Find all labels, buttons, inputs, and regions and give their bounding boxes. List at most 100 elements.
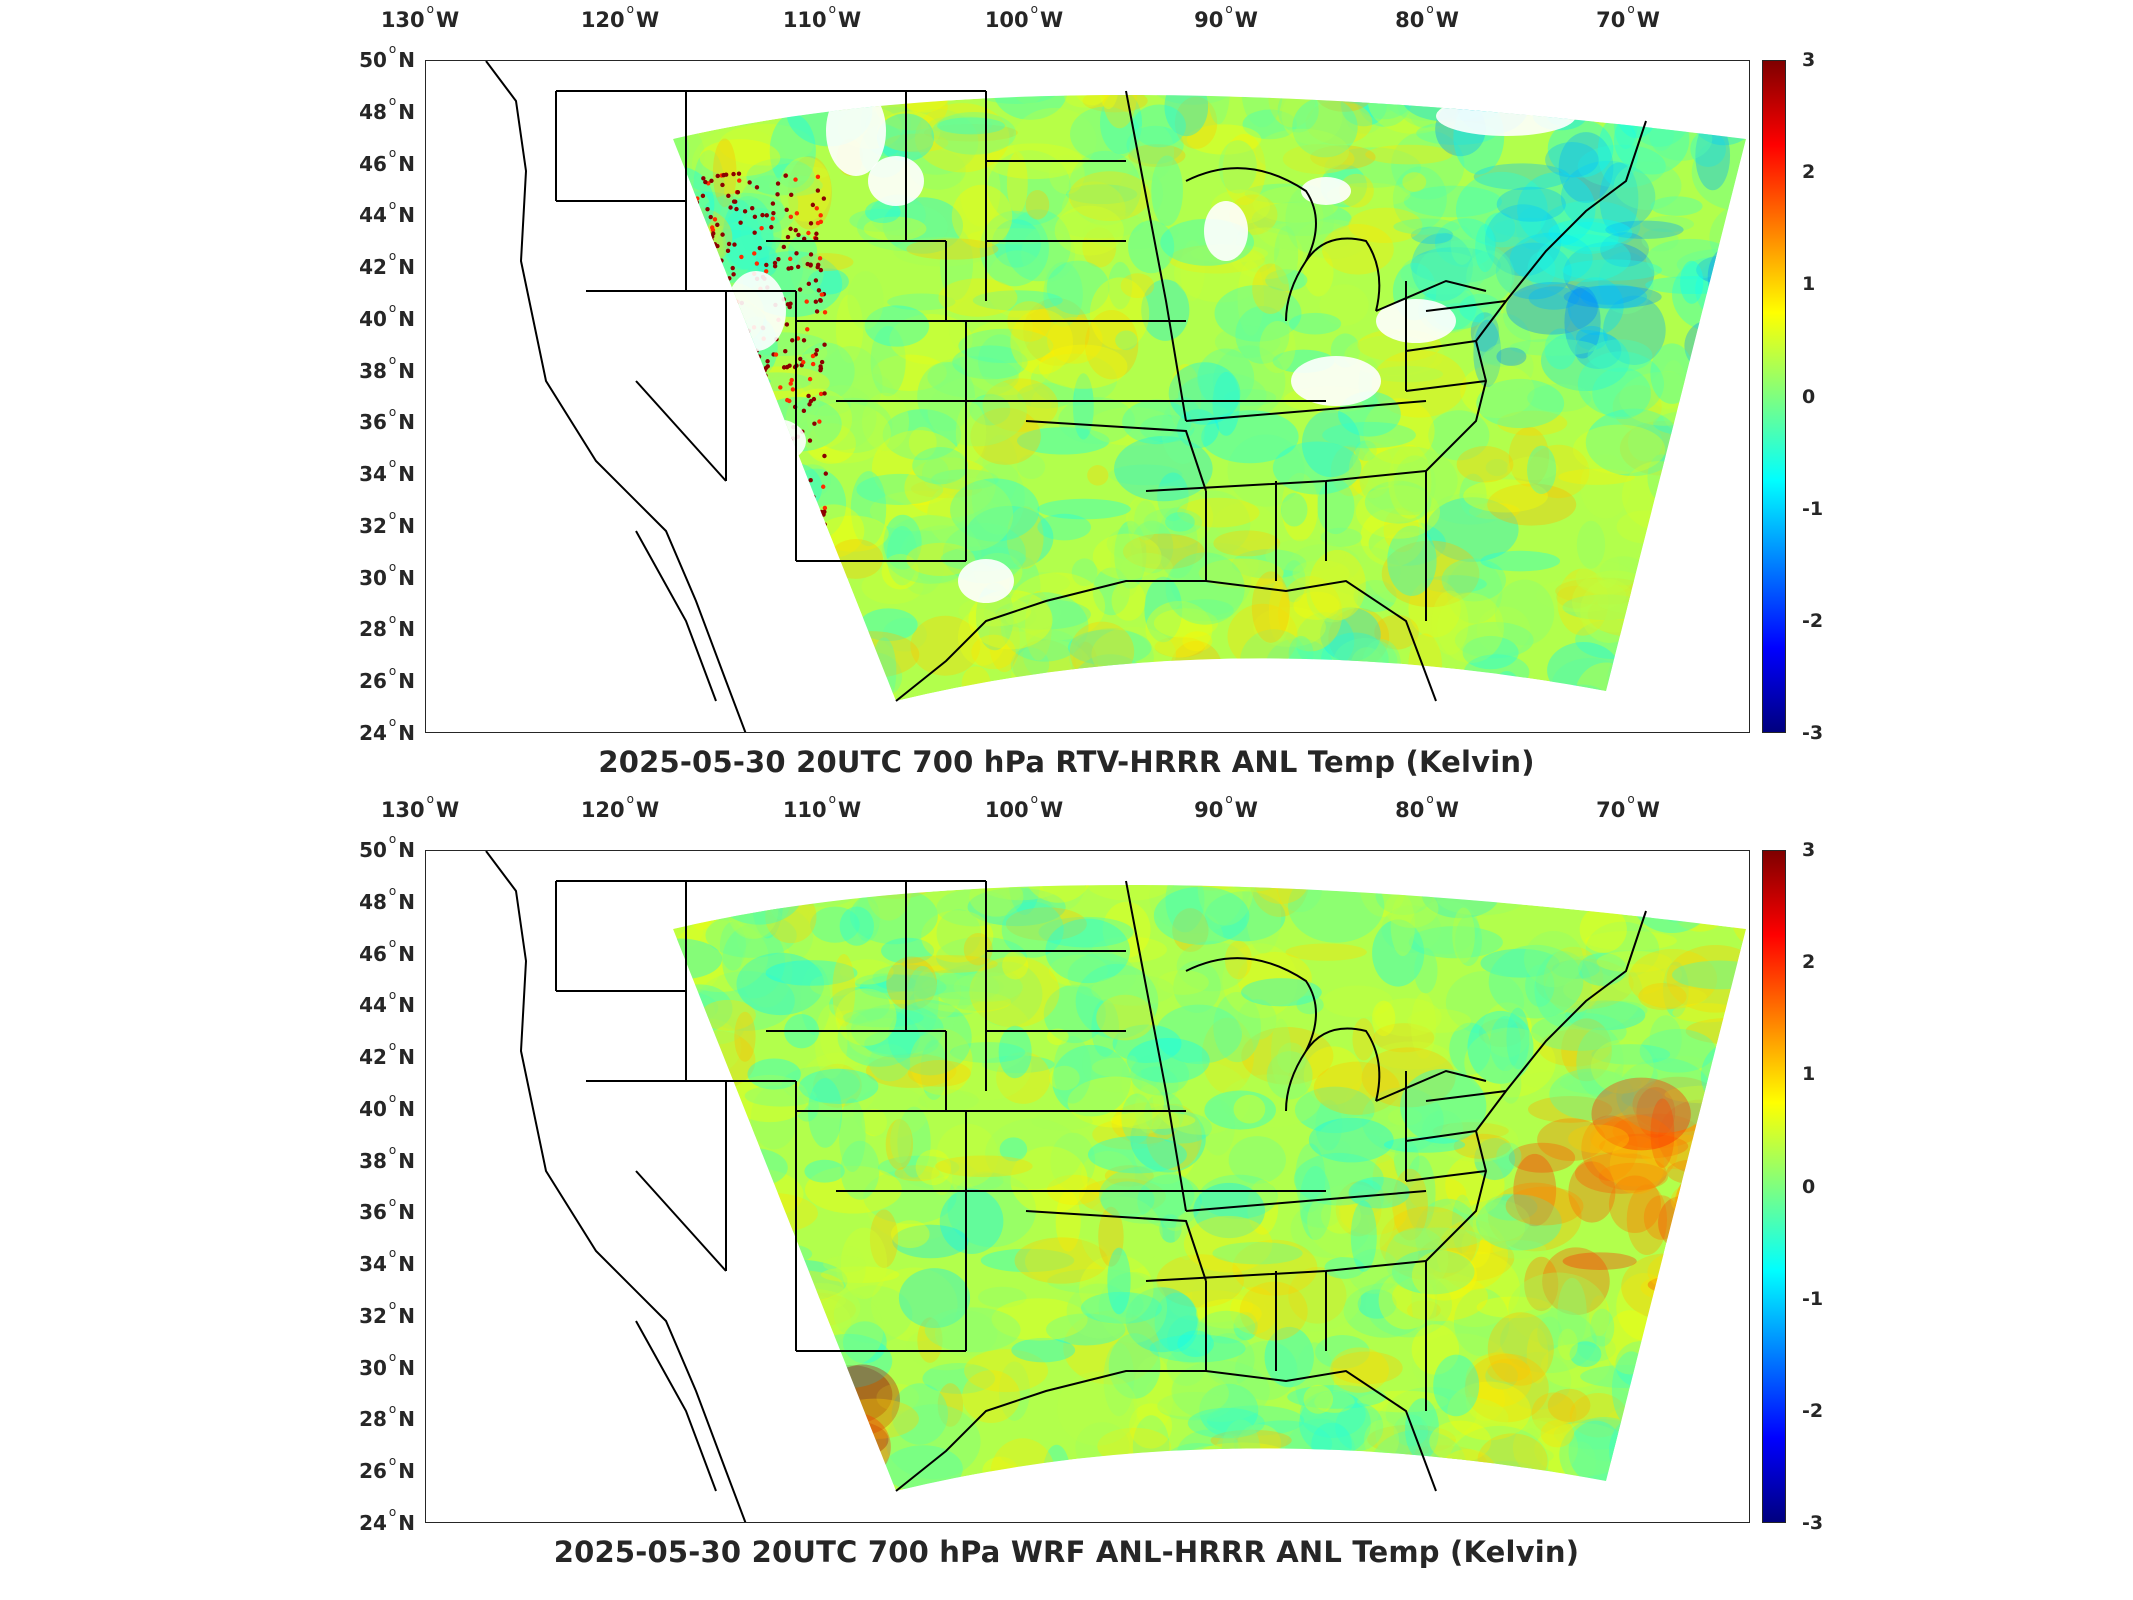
latitude-tick-label: 38 o N <box>359 352 415 383</box>
lon-deg: 80 <box>1395 798 1425 822</box>
lon-deg: 100 <box>984 8 1029 32</box>
latitude-tick-label: 50 o N <box>359 832 415 862</box>
lon-hem: W <box>838 8 862 32</box>
lat-deg: 44 <box>359 203 387 228</box>
latitude-tick-label: 30 o N <box>359 1350 415 1380</box>
longitude-tick-label: 120 oW <box>580 792 660 822</box>
lat-deg: 40 <box>359 306 387 331</box>
lon-deg: 120 <box>580 8 625 32</box>
lon-hem: W <box>838 798 862 822</box>
lat-hem: N <box>398 1200 415 1225</box>
lat-deg: 32 <box>359 1303 387 1328</box>
panel-wrf-minus-hrrr: 130 oW 120 oW 110 oW 100 oW 90 oW 80 oW 70 oW 50 o N 48 o… <box>0 790 2133 1600</box>
conus-map <box>485 61 1746 732</box>
colorbar-tick-label: -1 <box>1802 1287 1824 1310</box>
latitude-tick-label: 50 o N <box>359 42 415 72</box>
latitude-tick-label: 26 o N <box>359 663 415 694</box>
lat-hem: N <box>398 1459 415 1484</box>
lat-deg: 24 <box>359 1511 387 1535</box>
lon-hem: W <box>1636 8 1660 32</box>
longitude-tick-label: 110 oW <box>782 792 862 822</box>
colorbar-tick-label: 0 <box>1802 1175 1816 1198</box>
longitude-tick-label: 130 oW <box>380 2 460 32</box>
lat-deg: 26 <box>359 669 387 694</box>
latitude-tick-label: 42 o N <box>359 1039 415 1070</box>
panel-rtv-minus-hrrr: 130 oW 120 oW 110 oW 100 oW 90 oW 80 oW 70 oW 50 o N 48 o… <box>359 2 1824 779</box>
lon-deg: 110 <box>782 8 827 32</box>
lat-hem: N <box>398 1407 415 1432</box>
lat-hem: N <box>398 255 415 280</box>
temperature-difference-field <box>673 885 1746 1491</box>
conus-map <box>485 851 1746 1522</box>
lat-deg: 28 <box>359 617 387 642</box>
colorbar-tick-label: -2 <box>1802 1399 1824 1422</box>
lat-deg: 48 <box>359 889 387 914</box>
latitude-tick-label: 48 o N <box>359 94 415 124</box>
lat-deg: 30 <box>359 565 387 590</box>
latitude-tick-label: 24 o N <box>359 1505 415 1535</box>
lon-hem: W <box>1040 8 1064 32</box>
lon-deg: 130 <box>380 8 425 32</box>
lat-deg: 38 <box>359 1148 387 1173</box>
colorbar-tick-label: -3 <box>1802 1512 1824 1534</box>
lat-hem: N <box>398 513 415 538</box>
longitude-tick-label: 80 oW <box>1395 792 1459 822</box>
lat-hem: N <box>398 1355 415 1380</box>
latitude-tick-label: 42 o N <box>359 249 415 280</box>
map-plot <box>425 850 1750 1523</box>
lon-hem: W <box>436 798 460 822</box>
lon-deg: 90 <box>1194 798 1224 822</box>
lat-deg: 28 <box>359 1407 387 1432</box>
lon-hem: W <box>1234 8 1258 32</box>
lat-hem: N <box>398 1511 415 1535</box>
colorbar <box>1762 850 1786 1523</box>
colorbar-tick-label: 3 <box>1802 839 1816 861</box>
lat-hem: N <box>398 838 415 862</box>
lat-hem: N <box>398 99 415 124</box>
latitude-tick-label: 24 o N <box>359 715 415 745</box>
colorbar-tick-label: -2 <box>1802 609 1824 632</box>
latitude-tick-label: 44 o N <box>359 197 415 228</box>
latitude-tick-label: 34 o N <box>359 456 415 487</box>
lat-hem: N <box>398 1148 415 1173</box>
state-boundaries <box>485 61 1647 732</box>
lon-deg: 90 <box>1194 8 1224 32</box>
lat-deg: 32 <box>359 513 387 538</box>
lat-hem: N <box>398 1252 415 1277</box>
lon-deg: 70 <box>1596 798 1626 822</box>
lat-hem: N <box>398 151 415 176</box>
latitude-tick-label: 36 o N <box>359 1194 415 1225</box>
colorbar-tick-label: -1 <box>1802 497 1824 520</box>
lat-deg: 34 <box>359 1252 387 1277</box>
lat-deg: 46 <box>359 151 387 176</box>
latitude-tick-label: 26 o N <box>359 1453 415 1484</box>
lat-hem: N <box>398 617 415 642</box>
lat-deg: 24 <box>359 721 387 745</box>
lat-hem: N <box>398 721 415 745</box>
longitude-tick-label: 100 oW <box>984 2 1064 32</box>
lat-hem: N <box>398 1303 415 1328</box>
lat-deg: 38 <box>359 358 387 383</box>
lat-hem: N <box>398 941 415 966</box>
lat-hem: N <box>398 565 415 590</box>
lat-hem: N <box>398 1096 415 1121</box>
lat-deg: 26 <box>359 1459 387 1484</box>
lon-deg: 130 <box>380 798 425 822</box>
lat-deg: 30 <box>359 1355 387 1380</box>
longitude-tick-label: 100 oW <box>984 792 1064 822</box>
lat-hem: N <box>398 993 415 1018</box>
lat-deg: 48 <box>359 99 387 124</box>
lon-deg: 70 <box>1596 8 1626 32</box>
lon-hem: W <box>1435 798 1459 822</box>
lat-deg: 36 <box>359 410 387 435</box>
lon-deg: 80 <box>1395 8 1425 32</box>
lon-deg: 110 <box>782 798 827 822</box>
lat-deg: 44 <box>359 993 387 1018</box>
longitude-tick-label: 110 oW <box>782 2 862 32</box>
lat-hem: N <box>398 306 415 331</box>
colorbar-tick-label: 0 <box>1802 385 1816 408</box>
latitude-tick-label: 34 o N <box>359 1246 415 1277</box>
colorbar-tick-label: 3 <box>1802 49 1816 71</box>
longitude-tick-label: 90 oW <box>1194 2 1258 32</box>
lat-deg: 46 <box>359 941 387 966</box>
